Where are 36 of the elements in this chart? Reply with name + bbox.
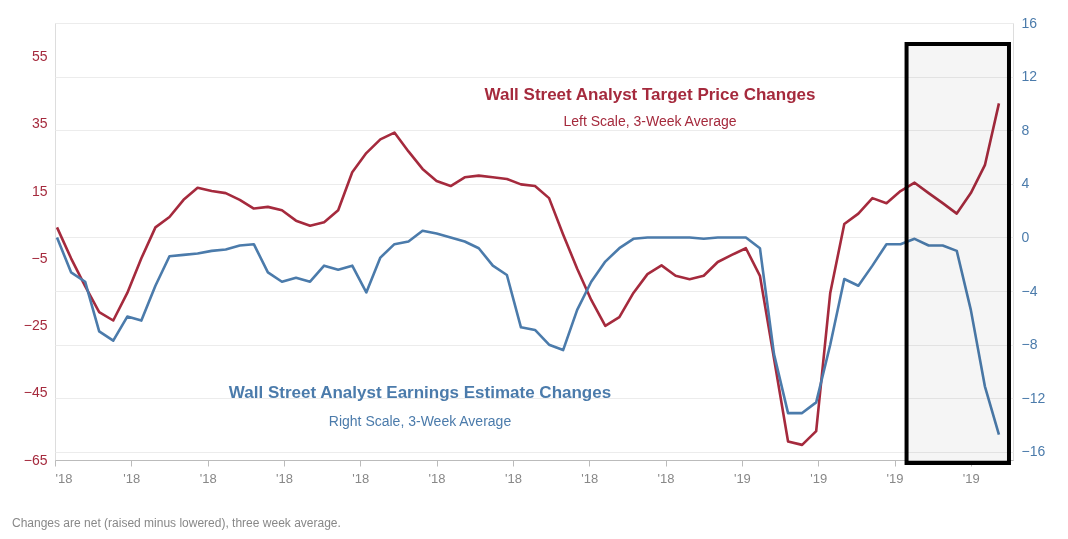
y2-tick-label: 0 xyxy=(1021,228,1030,245)
x-tick-label: '19 xyxy=(810,470,828,486)
x-tick-label: '18 xyxy=(123,470,141,486)
y2-tick-label: −8 xyxy=(1021,336,1038,353)
x-tick-label: '18 xyxy=(428,470,446,486)
line-series xyxy=(55,102,1001,447)
line-series xyxy=(55,229,1001,436)
y-tick-label: 35 xyxy=(31,115,48,132)
text: Wall Street Analyst Earnings Estimate Changes xyxy=(228,383,612,402)
x-tick-label: '19 xyxy=(886,470,904,486)
y-tick-label: 55 xyxy=(31,48,48,65)
y2-tick-label: −4 xyxy=(1021,282,1038,299)
y-tick-label: −65 xyxy=(23,451,48,468)
annotation: Right Scale, 3-Week Average xyxy=(328,413,512,429)
y2-tick-label: 12 xyxy=(1021,68,1038,85)
x-tick-label: '19 xyxy=(733,470,751,486)
x-tick-label: '18 xyxy=(352,470,370,486)
x-tick-label: '18 xyxy=(199,470,217,486)
y-tick-label: −25 xyxy=(23,317,48,334)
y2-tick-label: −16 xyxy=(1021,443,1046,460)
x-tick-label: '18 xyxy=(275,470,293,486)
x-tick-label: '18 xyxy=(657,470,675,486)
text: Changes are net (raised minus lowered), three week average. xyxy=(12,516,341,530)
y-tick-label: 15 xyxy=(31,182,48,199)
x-tick-label: '19 xyxy=(962,470,980,486)
x-tick-label: '18 xyxy=(581,470,599,486)
text: Wall Street Analyst Target Price Changes xyxy=(484,85,816,104)
y-tick-label: −5 xyxy=(31,249,48,266)
y2-tick-label: 8 xyxy=(1021,121,1030,138)
y2-tick-label: 4 xyxy=(1021,175,1030,192)
y2-tick-label: −12 xyxy=(1021,389,1046,406)
annotation: Left Scale, 3-Week Average xyxy=(563,113,737,129)
y2-tick-label: 16 xyxy=(1021,14,1038,31)
y-tick-label: −45 xyxy=(23,384,48,401)
x-tick-label: '18 xyxy=(55,470,73,486)
x-tick-label: '18 xyxy=(504,470,522,486)
